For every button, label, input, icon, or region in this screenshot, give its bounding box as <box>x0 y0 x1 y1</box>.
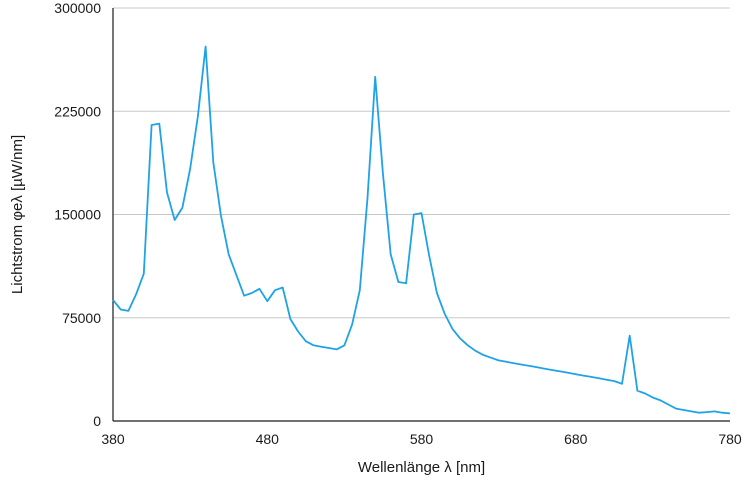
y-tick-label: 300000 <box>54 0 101 16</box>
x-tick-label: 780 <box>718 431 742 447</box>
y-tick-labels: 0 75000 150000 225000 300000 <box>54 0 101 429</box>
y-tick-label: 150000 <box>54 207 101 223</box>
y-tick-label: 0 <box>93 413 101 429</box>
x-axis-label: Wellenlänge λ [nm] <box>358 459 485 476</box>
x-tick-label: 680 <box>564 431 588 447</box>
x-tick-label: 480 <box>256 431 280 447</box>
axes <box>112 8 730 422</box>
spectrum-line <box>112 45 731 415</box>
y-axis-label: Lichtstrom φeλ [µW/nm] <box>9 135 26 294</box>
y-tick-label: 225000 <box>54 103 101 119</box>
y-tick-label: 75000 <box>62 310 101 326</box>
x-tick-labels: 380 480 580 680 780 <box>101 431 742 447</box>
series-layer <box>112 45 731 415</box>
x-tick-label: 580 <box>410 431 434 447</box>
x-tick-label: 380 <box>101 431 125 447</box>
grid-lines <box>113 7 730 319</box>
